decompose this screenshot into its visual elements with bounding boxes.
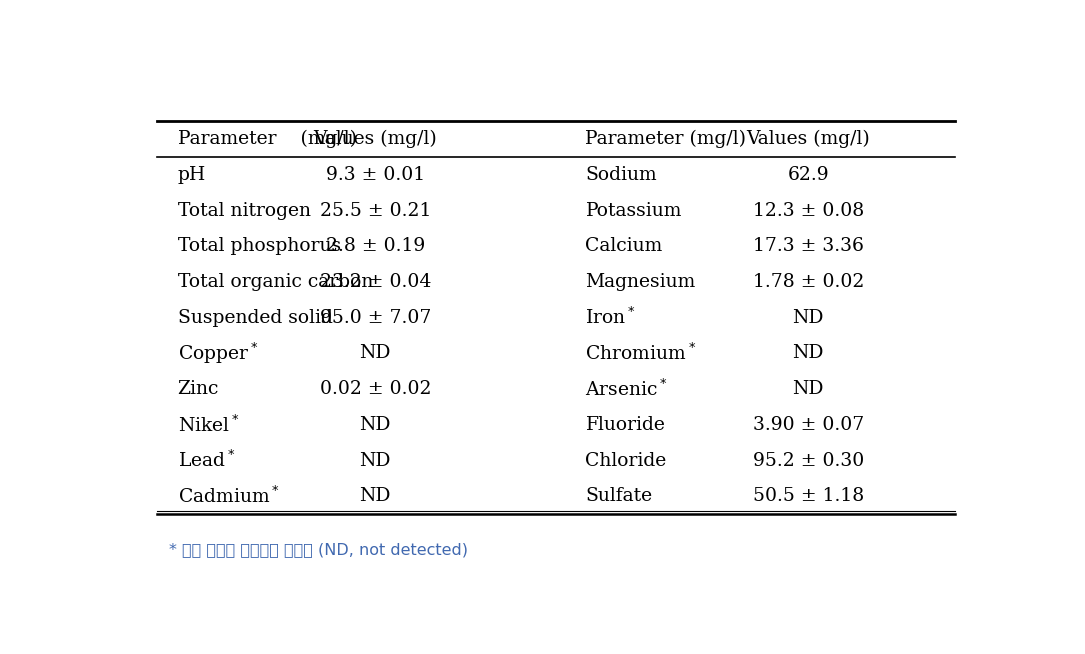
Text: Calcium: Calcium [586,237,663,255]
Text: 1.78 ± 0.02: 1.78 ± 0.02 [753,273,864,291]
Text: Arsenic$^*$: Arsenic$^*$ [586,379,668,400]
Text: 9.3 ± 0.01: 9.3 ± 0.01 [326,166,425,184]
Text: Parameter    (mg/l): Parameter (mg/l) [178,130,357,148]
Text: pH: pH [178,166,206,184]
Text: Magnesium: Magnesium [586,273,695,291]
Text: ND: ND [359,416,391,434]
Text: ND: ND [359,451,391,470]
Text: Total organic carbon: Total organic carbon [178,273,373,291]
Text: 3.90 ± 0.07: 3.90 ± 0.07 [753,416,864,434]
Text: ND: ND [792,309,825,327]
Text: Potassium: Potassium [586,201,681,220]
Text: Suspended solid: Suspended solid [178,309,332,327]
Text: 95.2 ± 0.30: 95.2 ± 0.30 [753,451,864,470]
Text: Iron$^*$: Iron$^*$ [586,307,636,328]
Text: 62.9: 62.9 [788,166,829,184]
Text: Values (mg/l): Values (mg/l) [314,130,437,148]
Text: ND: ND [359,345,391,362]
Text: ND: ND [792,345,825,362]
Text: Chloride: Chloride [586,451,667,470]
Text: Cadmium$^*$: Cadmium$^*$ [178,485,280,507]
Text: Values (mg/l): Values (mg/l) [746,130,870,148]
Text: 23.2 ± 0.04: 23.2 ± 0.04 [320,273,431,291]
Text: * 해당 원소는 검출되지 않았음 (ND, not detected): * 해당 원소는 검출되지 않았음 (ND, not detected) [169,542,469,557]
Text: Copper$^*$: Copper$^*$ [178,341,258,366]
Text: Total phosphorus: Total phosphorus [178,237,341,255]
Text: Nikel$^*$: Nikel$^*$ [178,414,240,436]
Text: 0.02 ± 0.02: 0.02 ± 0.02 [319,380,431,398]
Text: Sodium: Sodium [586,166,658,184]
Text: Total nitrogen: Total nitrogen [178,201,310,220]
Text: 2.8 ± 0.19: 2.8 ± 0.19 [326,237,425,255]
Text: ND: ND [792,380,825,398]
Text: Chromium$^*$: Chromium$^*$ [586,343,697,364]
Text: Sulfate: Sulfate [586,487,652,506]
Text: 17.3 ± 3.36: 17.3 ± 3.36 [753,237,864,255]
Text: ND: ND [359,487,391,506]
Text: Zinc: Zinc [178,380,219,398]
Text: Lead$^*$: Lead$^*$ [178,450,235,472]
Text: Parameter (mg/l): Parameter (mg/l) [586,130,746,148]
Text: 95.0 ± 7.07: 95.0 ± 7.07 [320,309,431,327]
Text: 25.5 ± 0.21: 25.5 ± 0.21 [320,201,431,220]
Text: 50.5 ± 1.18: 50.5 ± 1.18 [753,487,864,506]
Text: Fluoride: Fluoride [586,416,665,434]
Text: 12.3 ± 0.08: 12.3 ± 0.08 [753,201,864,220]
